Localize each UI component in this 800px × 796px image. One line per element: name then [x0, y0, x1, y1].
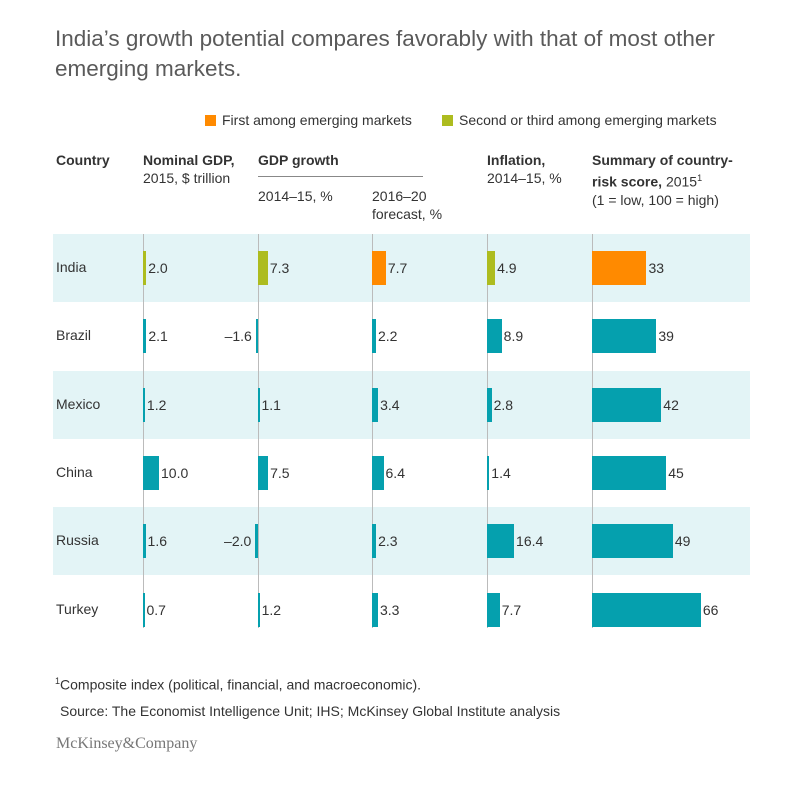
bar-china-col3 [372, 455, 384, 490]
data-label: 10.0 [161, 464, 189, 481]
source-note: Source: The Economist Intelligence Unit;… [60, 703, 561, 719]
bar-india-col5 [592, 251, 647, 285]
bar-mexico-col3 [372, 387, 379, 422]
legend-label: First among emerging markets [222, 112, 412, 128]
country-label: Russia [56, 532, 99, 549]
data-label: 7.5 [270, 464, 290, 481]
data-label: 3.4 [380, 396, 400, 413]
data-label: 49 [674, 533, 691, 550]
data-label: 1.6 [147, 533, 168, 550]
bar-india-col3 [372, 251, 386, 285]
data-label: –2.0 [224, 533, 252, 550]
legend-swatch-orange [205, 114, 216, 126]
header-gdp: Nominal GDP, 2015, $ trillion [143, 152, 235, 186]
data-label: 7.7 [501, 601, 522, 618]
bar-india-col1 [143, 251, 147, 285]
country-label: Brazil [56, 327, 92, 344]
bar-brazil-col5 [592, 319, 657, 354]
bar-india-col2 [258, 251, 268, 285]
header-inflation: Inflation, 2014–15, % [487, 152, 562, 186]
data-label: 2.1 [148, 328, 168, 345]
bar-mexico-col2 [258, 387, 260, 422]
bar-mexico-col1 [143, 387, 145, 422]
data-label: 16.4 [516, 533, 544, 550]
bar-mexico-col4 [487, 387, 492, 422]
baseline-axis [143, 234, 144, 628]
legend-swatch-green [442, 114, 453, 126]
bar-turkey-col4 [487, 592, 500, 627]
data-label: 1.2 [261, 601, 282, 618]
header-country: Country [56, 152, 110, 168]
data-label: 2.0 [148, 260, 168, 276]
header-growth-1620: 2016–20 forecast, % [372, 188, 443, 222]
baseline-axis [592, 234, 593, 628]
bar-turkey-col2 [258, 592, 260, 627]
bar-mexico-col5 [592, 387, 662, 422]
bar-brazil-col3 [372, 319, 376, 354]
bar-russia-col1 [143, 524, 146, 559]
data-label: 0.7 [146, 601, 166, 618]
bar-russia-col5 [592, 524, 673, 559]
bar-turkey-col5 [592, 592, 701, 627]
bar-turkey-col3 [372, 592, 378, 627]
bar-brazil-col4 [487, 319, 502, 354]
baseline-axis [258, 234, 259, 628]
data-label: 2.8 [493, 396, 514, 413]
legend-item-second-third: Second or third among emerging markets [442, 112, 717, 128]
bar-russia-col4 [487, 524, 515, 559]
bar-china-col5 [592, 455, 667, 490]
bar-russia-col2 [255, 524, 258, 559]
bar-china-col4 [487, 455, 490, 490]
data-label: 7.7 [387, 260, 408, 276]
header-growth-1415: 2014–15, % [258, 188, 333, 204]
bar-india-col4 [487, 251, 496, 285]
country-label: Turkey [56, 600, 99, 617]
header-risk: Summary of country-risk score, 20151 (1 =… [592, 152, 733, 208]
chart-title: India’s growth potential compares favora… [55, 26, 715, 81]
bar-turkey-col1 [143, 592, 145, 627]
data-label: 3.3 [379, 601, 400, 618]
bar-russia-col3 [372, 524, 377, 559]
data-label: 7.3 [269, 260, 290, 276]
country-label: India [56, 259, 87, 275]
data-label: 2.3 [378, 533, 398, 550]
header-growth-divider [258, 176, 423, 177]
bar-brazil-col1 [143, 319, 147, 354]
data-label: 1.2 [146, 396, 167, 413]
data-label: 39 [658, 328, 674, 345]
data-label: 45 [668, 464, 684, 481]
data-label: –1.6 [224, 328, 252, 345]
baseline-axis [372, 234, 373, 628]
country-label: Mexico [56, 395, 101, 412]
bar-brazil-col2 [255, 319, 258, 354]
legend-item-first: First among emerging markets [205, 112, 412, 128]
mckinsey-logo: McKinsey&Company [56, 735, 198, 752]
data-label: 42 [663, 396, 679, 413]
data-label: 1.4 [491, 464, 511, 481]
data-label: 1.1 [261, 396, 281, 413]
data-label: 4.9 [497, 260, 517, 276]
legend-label: Second or third among emerging markets [459, 112, 717, 128]
data-label: 2.2 [377, 328, 398, 345]
footnote: 1Composite index (political, financial, … [55, 676, 422, 693]
bar-china-col2 [258, 455, 269, 490]
country-label: China [56, 463, 93, 480]
bar-china-col1 [143, 455, 159, 490]
data-label: 6.4 [385, 464, 405, 481]
data-label: 8.9 [503, 328, 524, 345]
baseline-axis [487, 234, 488, 628]
data-label: 33 [648, 260, 665, 276]
data-label: 66 [702, 601, 719, 618]
header-growth-group: GDP growth [258, 152, 339, 168]
